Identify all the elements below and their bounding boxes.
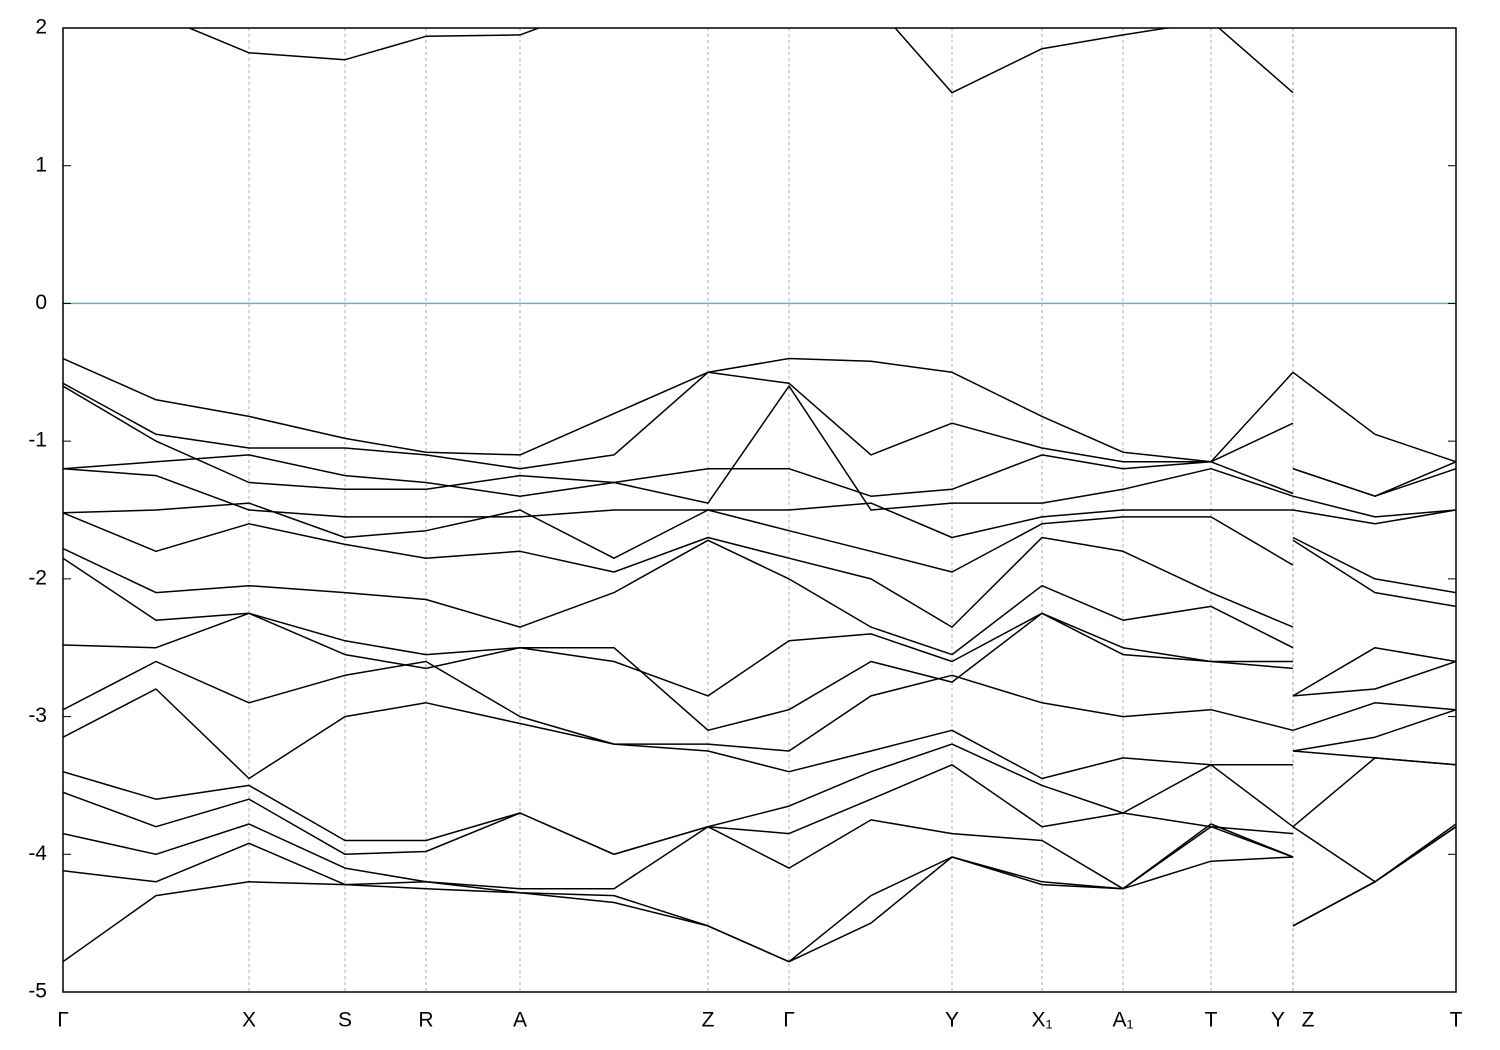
band-line bbox=[63, 385, 1456, 518]
y-tick-label: 2 bbox=[35, 16, 47, 39]
plot-frame bbox=[62, 27, 1457, 993]
x-tick-label: S bbox=[338, 1009, 352, 1032]
band-line bbox=[63, 512, 1456, 628]
x-tick-label: A₁ bbox=[1112, 1009, 1133, 1032]
y-tick-label: -2 bbox=[28, 566, 47, 589]
band-line bbox=[63, 385, 1456, 497]
y-tick-label: -1 bbox=[28, 429, 47, 452]
x-tick-label: T bbox=[1205, 1009, 1218, 1032]
band-line bbox=[63, 502, 1456, 594]
x-tick-label: Γ bbox=[57, 1009, 69, 1032]
x-tick-label: T bbox=[1450, 1009, 1463, 1032]
x-tick-label: X bbox=[242, 1009, 256, 1032]
y-tick-label: -5 bbox=[28, 980, 47, 1003]
band-line bbox=[63, 823, 1456, 963]
y-tick-label: 1 bbox=[35, 153, 47, 176]
x-tick-label: Z bbox=[1302, 1009, 1315, 1032]
y-tick-label: 0 bbox=[35, 291, 47, 314]
band-line bbox=[63, 539, 1456, 697]
band-line bbox=[187, 28, 1294, 94]
x-tick-label: Y bbox=[945, 1009, 959, 1032]
x-tick-label: R bbox=[418, 1009, 433, 1032]
x-tick-label: Z bbox=[702, 1009, 715, 1032]
x-tick-label: A bbox=[513, 1009, 527, 1032]
plot-area bbox=[63, 28, 1456, 992]
x-tick-label: Y bbox=[1271, 1009, 1285, 1032]
band-line bbox=[63, 612, 1456, 732]
band-line bbox=[63, 660, 1456, 752]
x-tick-label: X₁ bbox=[1031, 1009, 1052, 1032]
band-line bbox=[63, 557, 1456, 697]
y-tick-label: -4 bbox=[28, 842, 47, 865]
y-tick-label: -3 bbox=[28, 704, 47, 727]
x-tick-label: Γ bbox=[783, 1009, 795, 1032]
